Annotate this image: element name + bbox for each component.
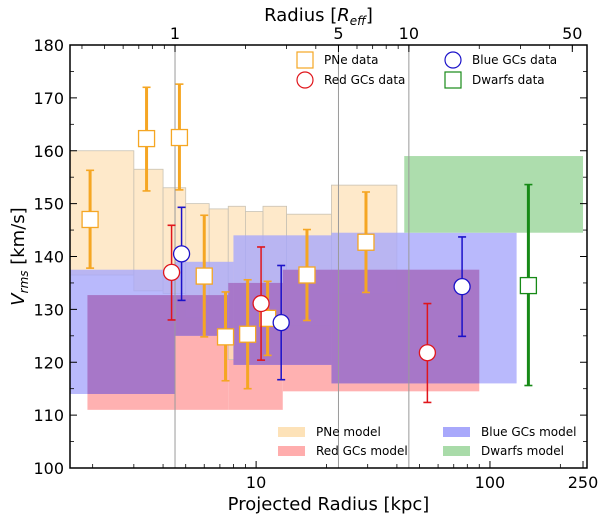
y-tick-label-2: 120 xyxy=(33,353,64,372)
top-tick-label-3: 50 xyxy=(562,24,582,43)
legend-label-dwarfs-data: Dwarfs data xyxy=(472,73,545,87)
legend-swatch-blue-gcs-model xyxy=(443,427,470,437)
top-tick-label-1: 5 xyxy=(333,24,343,43)
legend-label-pne-model: PNe model xyxy=(316,425,381,439)
legend-swatch-dwarfs-model xyxy=(443,446,470,456)
x-tick-label-1: 100 xyxy=(475,473,506,492)
pne-data-point-1 xyxy=(137,129,156,148)
pne-data-point-8 xyxy=(357,233,375,251)
x-tick-label-2: 250 xyxy=(568,473,599,492)
legend-marker-dwarfs-data xyxy=(444,71,462,89)
legend-swatch-pne-model xyxy=(278,427,305,437)
x-tick-label-0: 10 xyxy=(246,473,266,492)
y-tick-label-5: 150 xyxy=(33,195,64,214)
legend-label-red-gcs-data: Red GCs data xyxy=(324,73,405,87)
pne-data-point-7 xyxy=(298,266,316,284)
y-axis-title-v: V xyxy=(8,292,29,306)
legend-marker-blue-gcs-data xyxy=(444,51,462,69)
red-gcs-data-point-1 xyxy=(252,294,270,313)
y-axis-title-sub: rms xyxy=(17,270,31,293)
top-axis-title: Radius [Reff] xyxy=(264,5,373,28)
overlap-band-0-0 xyxy=(87,295,176,394)
y-tick-label-4: 140 xyxy=(33,248,64,267)
overlap-band-1-1 xyxy=(228,282,234,336)
legend-marker-red-gcs-data xyxy=(296,71,314,89)
top-axis-title-r: R xyxy=(337,5,350,26)
red-gcs-data-point-2 xyxy=(418,344,437,362)
pne-model-band-0 xyxy=(69,150,135,276)
legend-marker-pne-data xyxy=(296,51,314,69)
pne-data-point-0 xyxy=(81,210,99,229)
red-gcs-data-point-0 xyxy=(162,263,181,282)
y-tick-label-8: 180 xyxy=(33,36,64,55)
pne-data-point-3 xyxy=(195,267,213,285)
y-axis-title: Vrms [km/s] xyxy=(8,207,31,305)
legend-label-red-gcs-model: Red GCs model xyxy=(316,444,408,458)
y-tick-label-7: 170 xyxy=(33,89,64,108)
y-tick-label-1: 110 xyxy=(33,406,64,425)
plot-frame xyxy=(69,44,588,469)
legend-label-dwarfs-model: Dwarfs model xyxy=(481,444,564,458)
pne-data-point-4 xyxy=(216,328,235,346)
top-axis-title-sub: eff xyxy=(350,14,367,28)
y-tick-label-0: 100 xyxy=(33,459,64,478)
data-points xyxy=(81,83,538,404)
y-tick-label-3: 130 xyxy=(33,300,64,319)
dwarfs-data-point-0 xyxy=(519,276,538,295)
y-axis-title-units: [km/s] xyxy=(8,207,29,270)
blue-gcs-data-point-2 xyxy=(453,277,471,296)
y-tick-label-6: 160 xyxy=(33,142,64,161)
legend-label-pne-data: PNe data xyxy=(324,53,378,67)
legends: PNe data Blue GCs data Red GCs data Dwarfs … xyxy=(278,51,576,458)
top-axis-title-end: ] xyxy=(366,5,373,26)
pne-data-point-5 xyxy=(238,325,257,343)
dwarfs-model-band-0 xyxy=(404,156,584,233)
top-tick-label-2: 10 xyxy=(399,24,419,43)
blue-gcs-data-point-0 xyxy=(172,245,191,263)
pne-data-point-2 xyxy=(170,128,189,147)
x-axis-title: Projected Radius [kpc] xyxy=(228,494,430,515)
blue-gcs-data-point-1 xyxy=(272,313,290,332)
top-tick-label-0: 1 xyxy=(170,24,180,43)
legend-label-blue-gcs-model: Blue GCs model xyxy=(481,425,576,439)
top-axis-title-start: Radius [ xyxy=(264,5,337,26)
model-bands xyxy=(69,150,584,410)
legend-label-blue-gcs-data: Blue GCs data xyxy=(472,53,557,67)
legend-swatch-red-gcs-model xyxy=(278,446,305,456)
